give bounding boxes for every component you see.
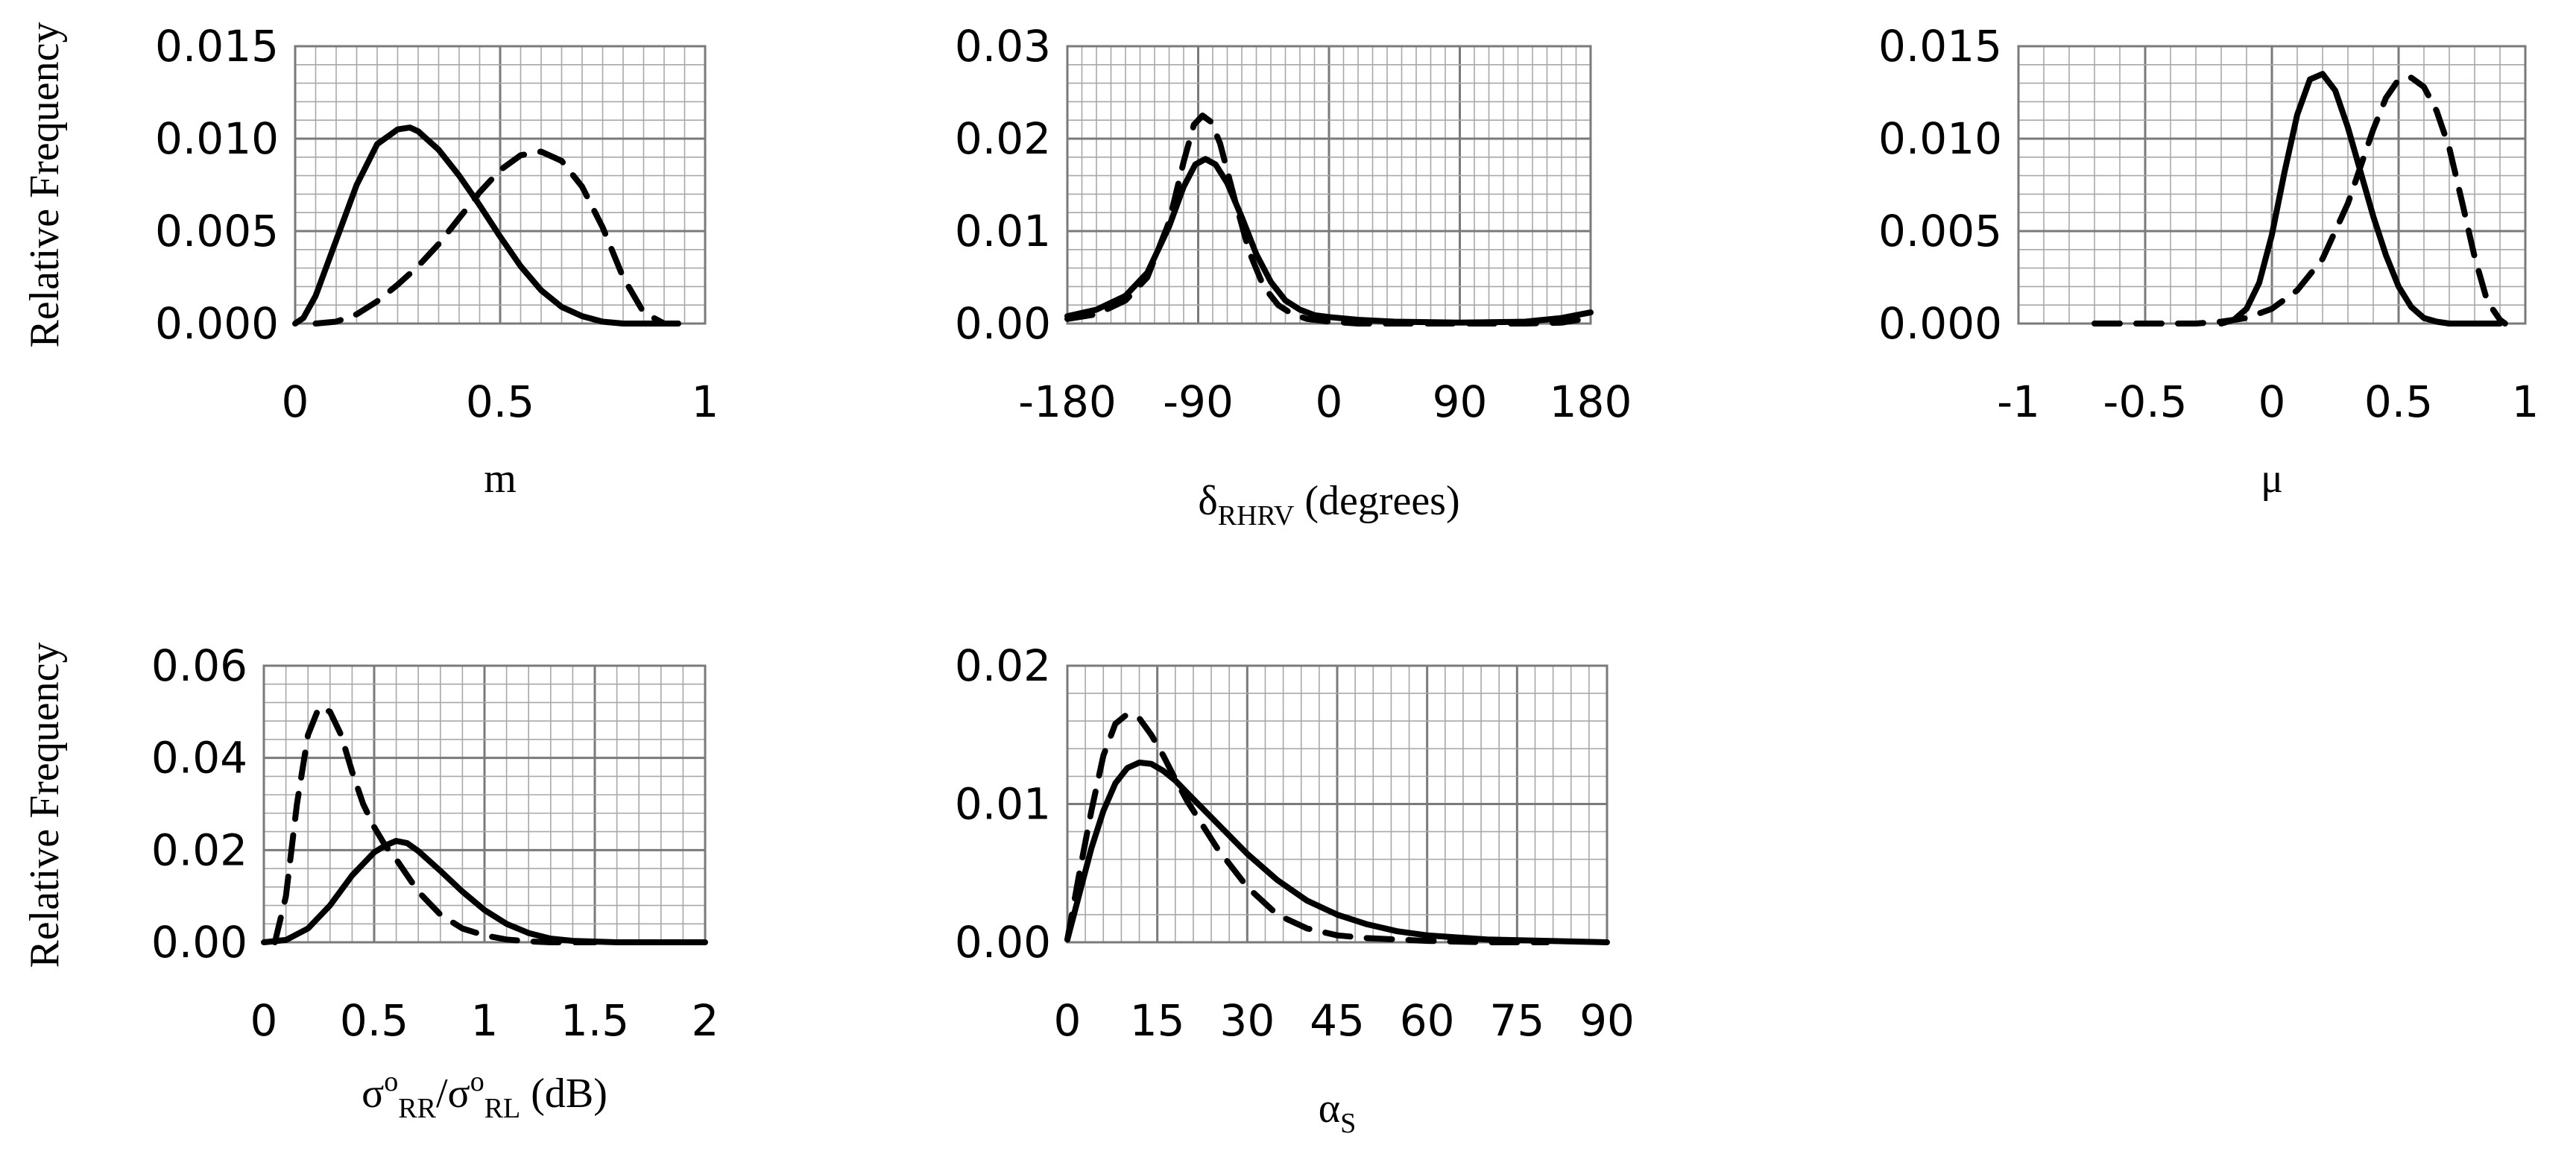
x-tick-label: -180: [1018, 376, 1117, 427]
x-tick-label: 90: [1579, 995, 1635, 1046]
x-tick-label: 1.5: [561, 995, 629, 1046]
x-tick-label: 1: [692, 376, 719, 427]
y-tick-label: 0.00: [955, 298, 1051, 349]
x-tick-label: 0: [2258, 376, 2286, 427]
x-tick-label: 15: [1130, 995, 1185, 1046]
chart-alpha: 0.00 0.01 0.02 0 15 30 45 60 75 90 αS: [955, 640, 1635, 1139]
x-tick-label: 60: [1400, 995, 1455, 1046]
series-line-solid: [261, 838, 708, 945]
y-tick-label: 0.02: [955, 640, 1051, 691]
plot-frame: [1066, 664, 1609, 944]
x-tick-label: 0: [1316, 376, 1343, 427]
y-tick-label: 0.00: [151, 917, 247, 968]
x-tick-label: 0: [1054, 995, 1082, 1046]
plot-frame: [2017, 45, 2527, 325]
gridlines: [2017, 45, 2527, 325]
x-tick-label: -0.5: [2103, 376, 2187, 427]
x-axis-label: μ: [2261, 455, 2283, 502]
chart-mu: 0.000 0.005 0.010 0.015 -1 -0.5 0 0.5 1 μ: [1878, 21, 2539, 502]
y-tick-label: 0.01: [955, 779, 1051, 830]
x-tick-label: 0.5: [466, 376, 534, 427]
chart-delta: 0.00 0.01 0.02 0.03 -180 -90 0 90 180 δRHRV (degr…: [955, 21, 1632, 532]
y-tick-label: 0.04: [151, 733, 247, 783]
x-tick-label: 0.5: [2364, 376, 2433, 427]
y-tick-label: 0.03: [955, 21, 1051, 72]
y-axis-label: Relative Frequency: [22, 22, 68, 348]
series-line-dashed: [1064, 113, 1594, 327]
x-tick-label: 2: [692, 995, 719, 1046]
x-tick-label: 1: [471, 995, 499, 1046]
chart-m: 0.000 0.005 0.010 0.015 0 0.5 1 m Relative Frequ…: [22, 21, 719, 502]
y-tick-label: 0.015: [155, 21, 279, 72]
y-tick-label: 0.005: [155, 206, 279, 256]
gridlines: [1066, 664, 1609, 944]
series-line-dashed: [312, 148, 688, 327]
series-line-solid: [1064, 759, 1610, 945]
series-line-solid: [2218, 71, 2503, 327]
series-line-dashed: [271, 704, 598, 945]
x-tick-label: -90: [1163, 376, 1234, 427]
gridlines: [262, 664, 707, 944]
y-tick-label: 0.01: [955, 206, 1051, 256]
x-tick-label: 75: [1489, 995, 1544, 1046]
plot-frame: [262, 664, 707, 944]
series-line-dashed: [1064, 710, 1550, 945]
y-axis-label: Relative Frequency: [22, 643, 68, 968]
chart-sigma: 0.00 0.02 0.04 0.06 0 0.5 1 1.5 2 σoRR/σoRL (dB) R…: [22, 640, 719, 1124]
x-tick-label: 180: [1550, 376, 1632, 427]
x-tick-label: -1: [1997, 376, 2040, 427]
x-axis-label: δRHRV (degrees): [1198, 478, 1459, 532]
series-line-solid: [292, 124, 667, 327]
x-axis-label: αS: [1319, 1085, 1356, 1139]
y-tick-label: 0.06: [151, 640, 247, 691]
y-tick-label: 0.010: [1878, 113, 2002, 164]
x-tick-label: 90: [1433, 376, 1488, 427]
y-tick-label: 0.010: [155, 113, 279, 164]
plot-frame: [294, 45, 707, 325]
y-tick-label: 0.00: [955, 917, 1051, 968]
x-axis-label: σoRR/σoRL (dB): [362, 1066, 607, 1124]
x-tick-label: 45: [1310, 995, 1365, 1046]
x-tick-label: 0: [250, 995, 278, 1046]
x-tick-label: 0.5: [340, 995, 408, 1046]
x-axis-label: m: [484, 455, 517, 502]
x-tick-label: 1: [2512, 376, 2539, 427]
y-tick-label: 0.02: [955, 113, 1051, 164]
y-tick-label: 0.000: [1878, 298, 2002, 349]
y-tick-label: 0.005: [1878, 206, 2002, 256]
y-tick-label: 0.02: [151, 824, 247, 875]
series-line-dashed: [2092, 75, 2508, 327]
y-tick-label: 0.000: [155, 298, 279, 349]
y-tick-label: 0.015: [1878, 21, 2002, 72]
x-tick-label: 30: [1219, 995, 1275, 1046]
x-tick-label: 0: [282, 376, 309, 427]
